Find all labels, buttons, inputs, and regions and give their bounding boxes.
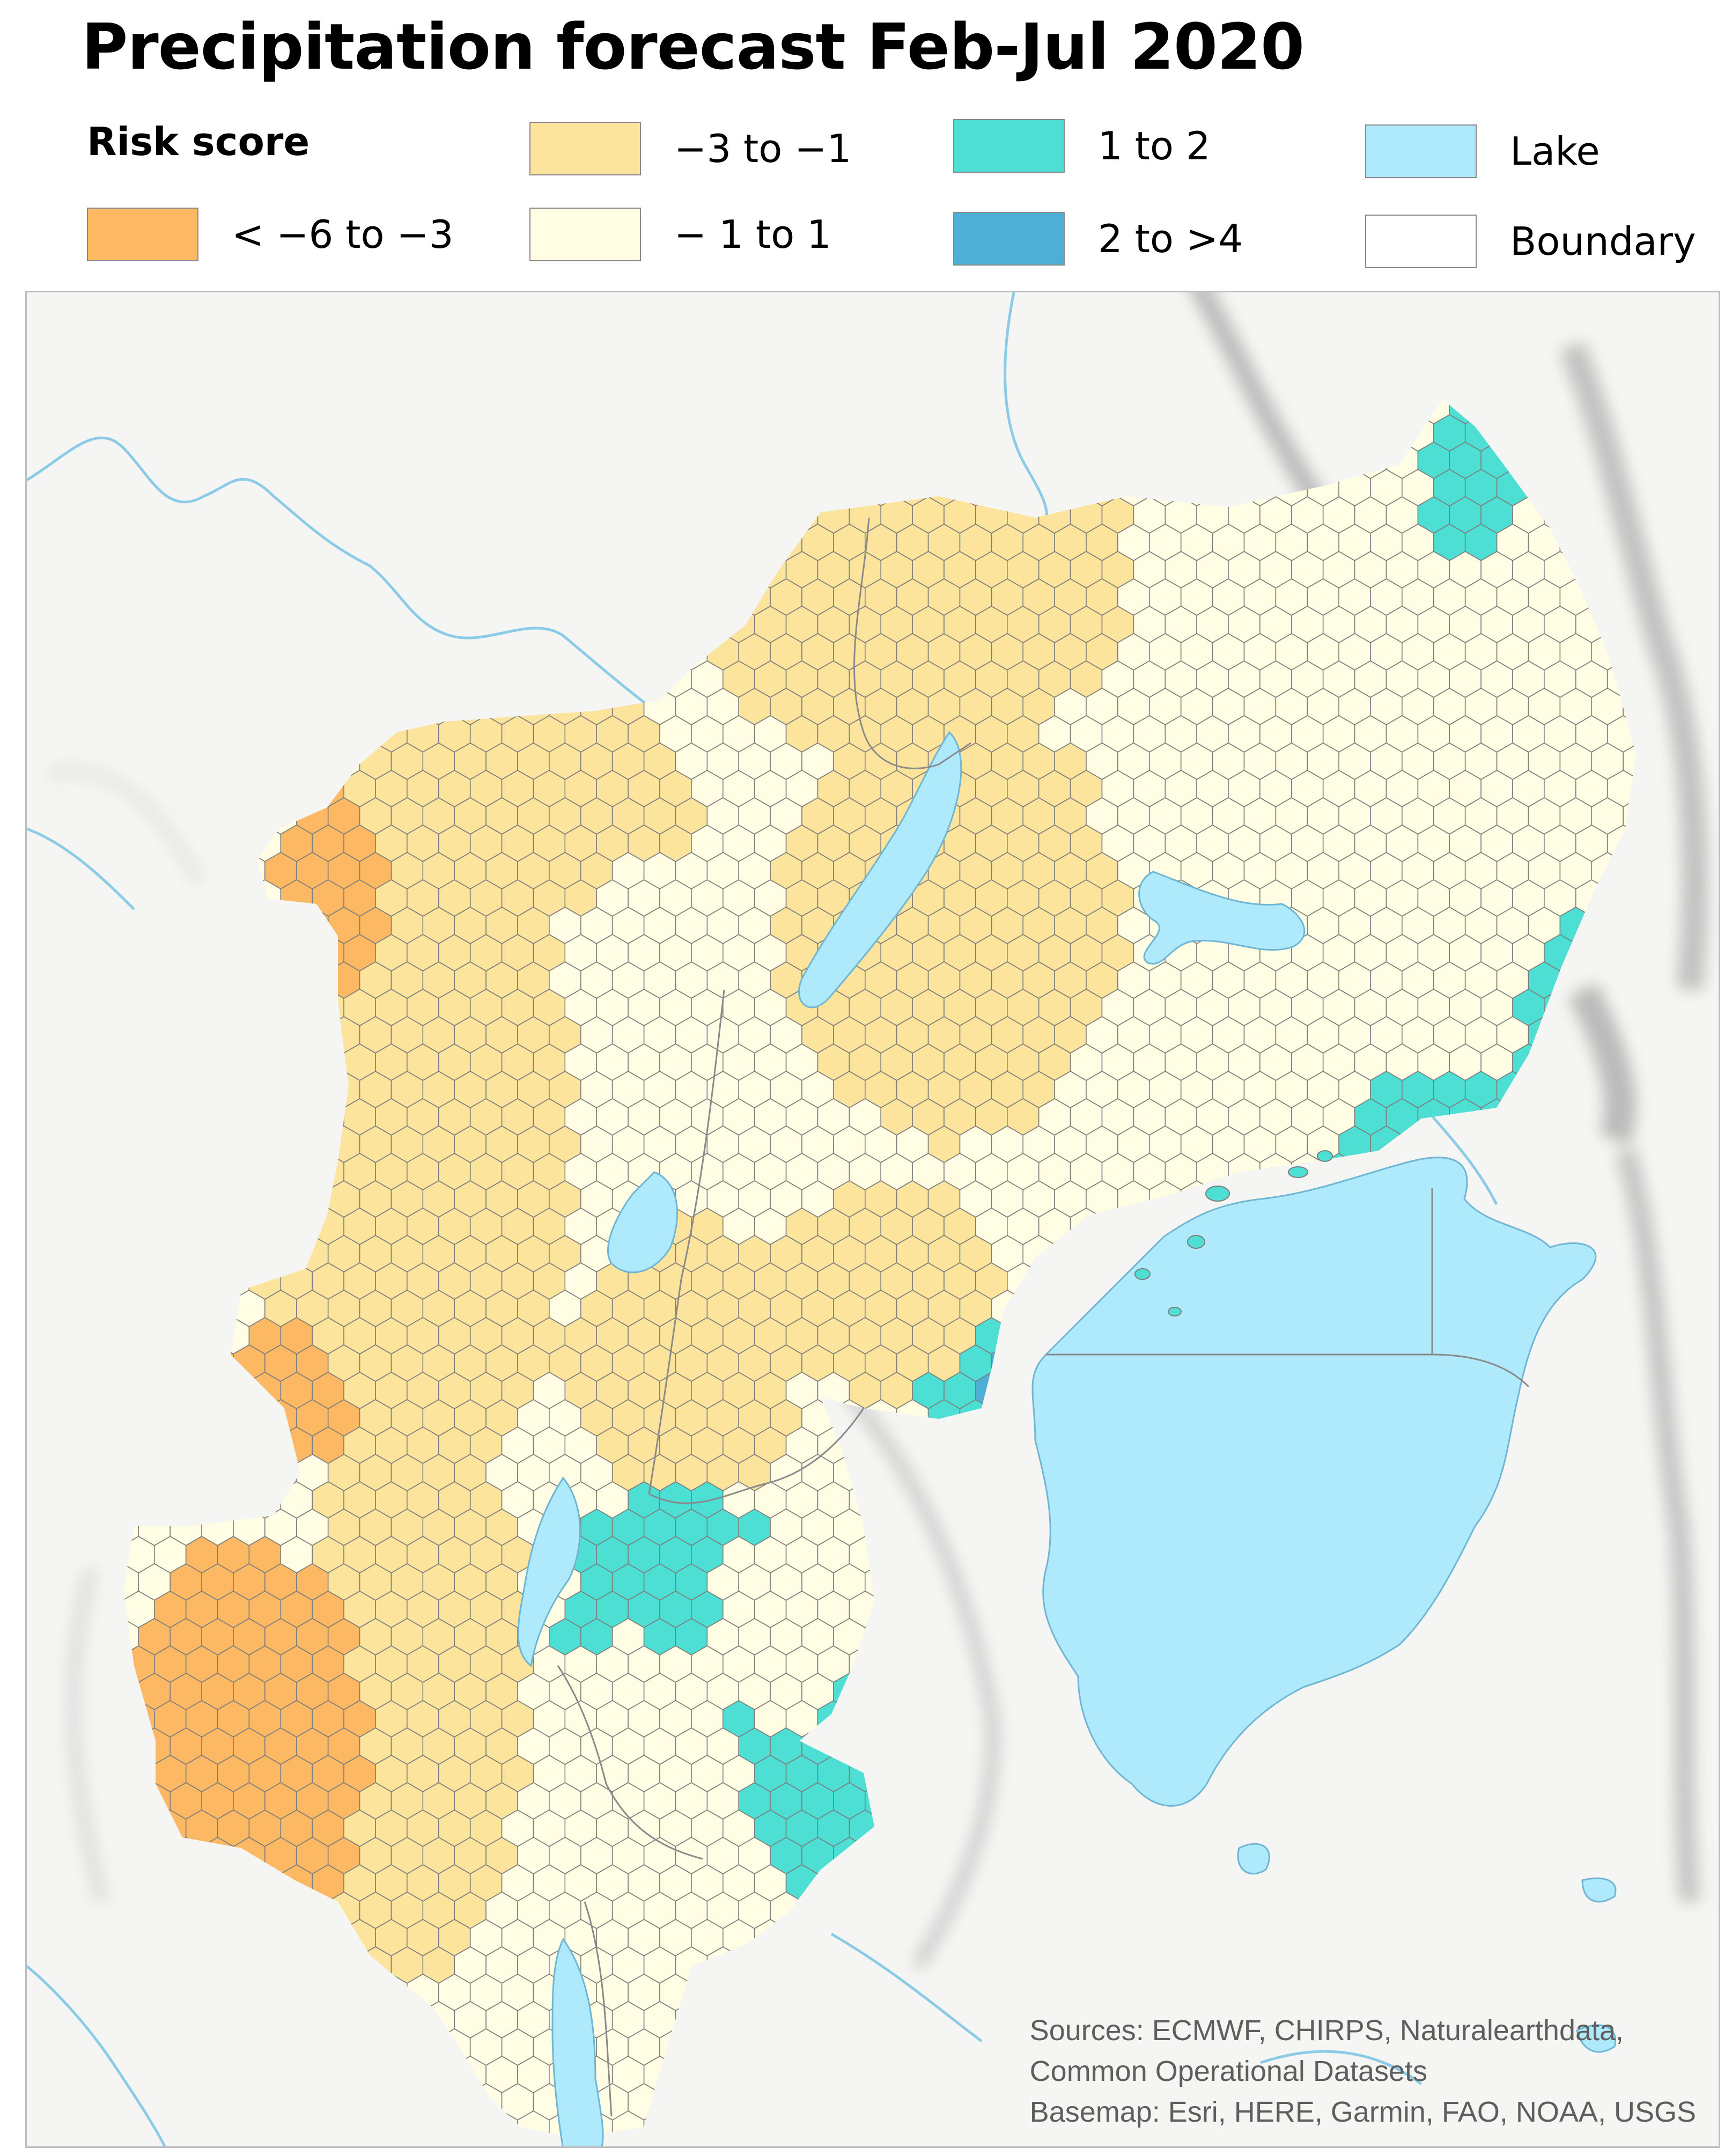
lake-edward [607, 1171, 678, 1274]
legend-swatch-very-wet [953, 212, 1065, 266]
lakes [517, 731, 1617, 2146]
legend-swatch-wet [953, 119, 1065, 173]
lake-naivasha [1576, 2024, 1616, 2053]
credits-line-1: Sources: ECMWF, CHIRPS, Naturalearthdata… [1029, 2014, 1624, 2047]
terrain-relief [46, 292, 1708, 1970]
legend-item-severe-dry: < −6 to −3 [87, 207, 454, 262]
legend-item-normal: − 1 to 1 [529, 207, 831, 262]
lake-shore-detail [1237, 1843, 1270, 1875]
map-canvas[interactable] [27, 292, 1720, 2148]
legend-swatch-severe-dry [87, 208, 198, 261]
legend-item-very-wet: 2 to >4 [953, 211, 1243, 267]
legend-swatch-dry [529, 122, 641, 175]
map-title: Precipitation forecast Feb-Jul 2020 [82, 10, 1304, 84]
legend-item-wet: 1 to 2 [953, 118, 1211, 174]
legend-heading: Risk score [87, 119, 310, 164]
legend-swatch-normal [529, 208, 641, 261]
legend-label-lake: Lake [1510, 129, 1600, 174]
hex-cell [517, 2110, 550, 2138]
legend-label-very-wet: 2 to >4 [1098, 216, 1243, 261]
legend-label-dry: −3 to −1 [674, 126, 852, 171]
lake-tanganyika [551, 1938, 604, 2146]
legend-swatch-boundary [1365, 215, 1477, 268]
credits-line-2: Common Operational Datasets [1029, 2055, 1428, 2087]
lake-islands [1134, 1150, 1333, 1316]
lake-kyoga [1138, 871, 1306, 965]
map-panel[interactable]: Sources: ECMWF, CHIRPS, Naturalearthdata… [25, 291, 1720, 2148]
map-credits: Sources: ECMWF, CHIRPS, Naturalearthdata… [1030, 2010, 1696, 2132]
legend-label-boundary: Boundary [1510, 219, 1696, 264]
lake-victoria-island [1581, 1877, 1617, 1903]
lake-kivu [517, 1476, 581, 1667]
legend-swatch-lake [1365, 124, 1477, 178]
lake-albert [798, 731, 962, 1009]
legend-item-dry: −3 to −1 [529, 121, 851, 176]
credits-line-3: Basemap: Esri, HERE, Garmin, FAO, NOAA, … [1029, 2096, 1696, 2128]
legend-label-wet: 1 to 2 [1098, 123, 1211, 168]
country-boundaries [557, 517, 1530, 2117]
lake-victoria [1031, 1157, 1597, 1807]
legend-item-lake: Lake [1365, 123, 1600, 179]
legend-item-boundary: Boundary [1365, 214, 1696, 269]
legend-label-normal: − 1 to 1 [674, 212, 831, 257]
legend-label-severe-dry: < −6 to −3 [232, 212, 454, 257]
hex-cell [611, 2110, 645, 2138]
